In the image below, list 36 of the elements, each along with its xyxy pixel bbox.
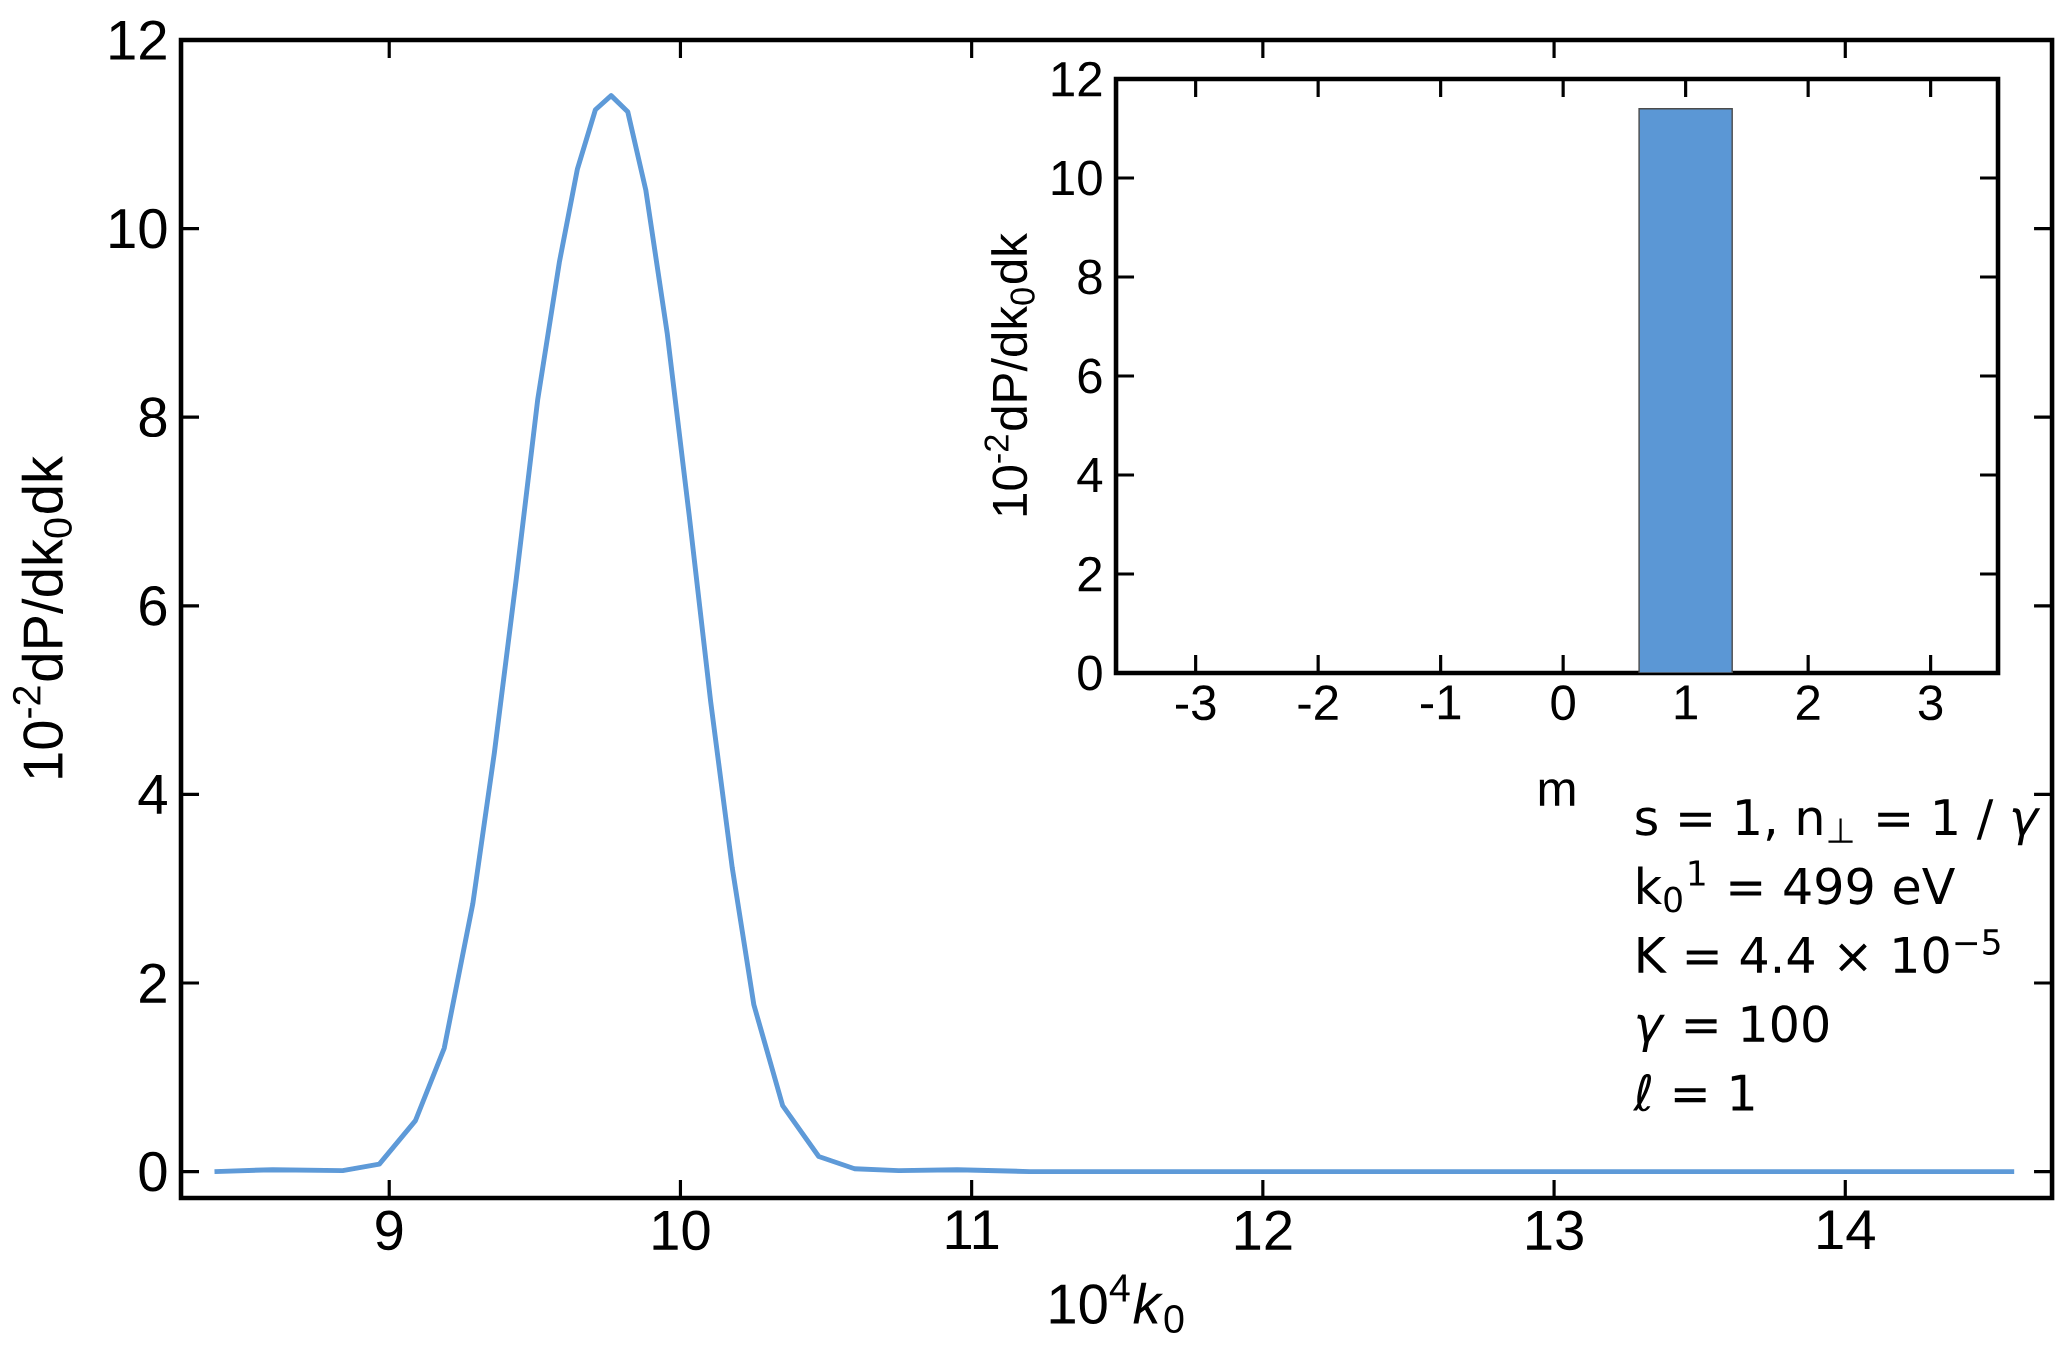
y-tick-label: 10 [1052,160,1102,196]
y-tick-label: 2 [140,963,166,1003]
y-tick-label: 10 [110,208,167,249]
annotation: γ = 100 [1637,1005,1829,1052]
y-tick-label: 8 [139,397,167,438]
y-tick-label: 6 [1078,358,1102,394]
y-tick-label: 0 [1078,655,1102,691]
y-axis-title: 10$^{-2}$dP/dk$_{0}$dk [984,233,1035,516]
y-tick-label: 2 [1078,556,1102,592]
annotation: ℓ = 1 [1632,1074,1754,1112]
x-tick-label: 9 [376,1210,403,1251]
annotation: k$_{0}$$^{1}$ = 499 eV [1638,860,1955,913]
x-tick-label: 10 [653,1210,710,1251]
x-axis-title: m [1539,779,1575,806]
x-tick-label: 3 [1918,685,1943,721]
y-axis-title: 10$^{-2}$dP/dk$_{0}$dk [12,455,72,778]
x-tick-label: 12 [1235,1210,1292,1250]
x-axis-title: 10$^{4}$k$_{0}$ [1050,1274,1184,1333]
y-tick-label: 0 [139,1151,167,1192]
x-tick-label: 1 [1675,685,1697,720]
y-tick-label: 4 [1077,458,1103,492]
y-tick-label: 8 [1078,259,1102,295]
annotation: K = 4.4 × 10$^{−5}$ [1638,929,2000,974]
x-tick-label: 13 [1527,1210,1583,1251]
x-tick-label: 14 [1818,1210,1875,1250]
y-tick-label: 4 [138,775,167,814]
y-tick-label: 6 [140,585,167,626]
annotation: s = 1, n$_{⊥}$ = 1 / γ [1636,799,2041,846]
y-tick-label: 12 [110,20,166,60]
x-tick-label: -2 [1298,685,1338,720]
y-tick-label: 12 [1052,61,1102,97]
x-tick-label: -3 [1175,685,1216,721]
x-tick-label: -1 [1420,685,1461,720]
x-tick-label: 11 [946,1210,999,1250]
x-tick-label: 0 [1551,685,1575,721]
x-tick-label: 2 [1796,685,1820,720]
